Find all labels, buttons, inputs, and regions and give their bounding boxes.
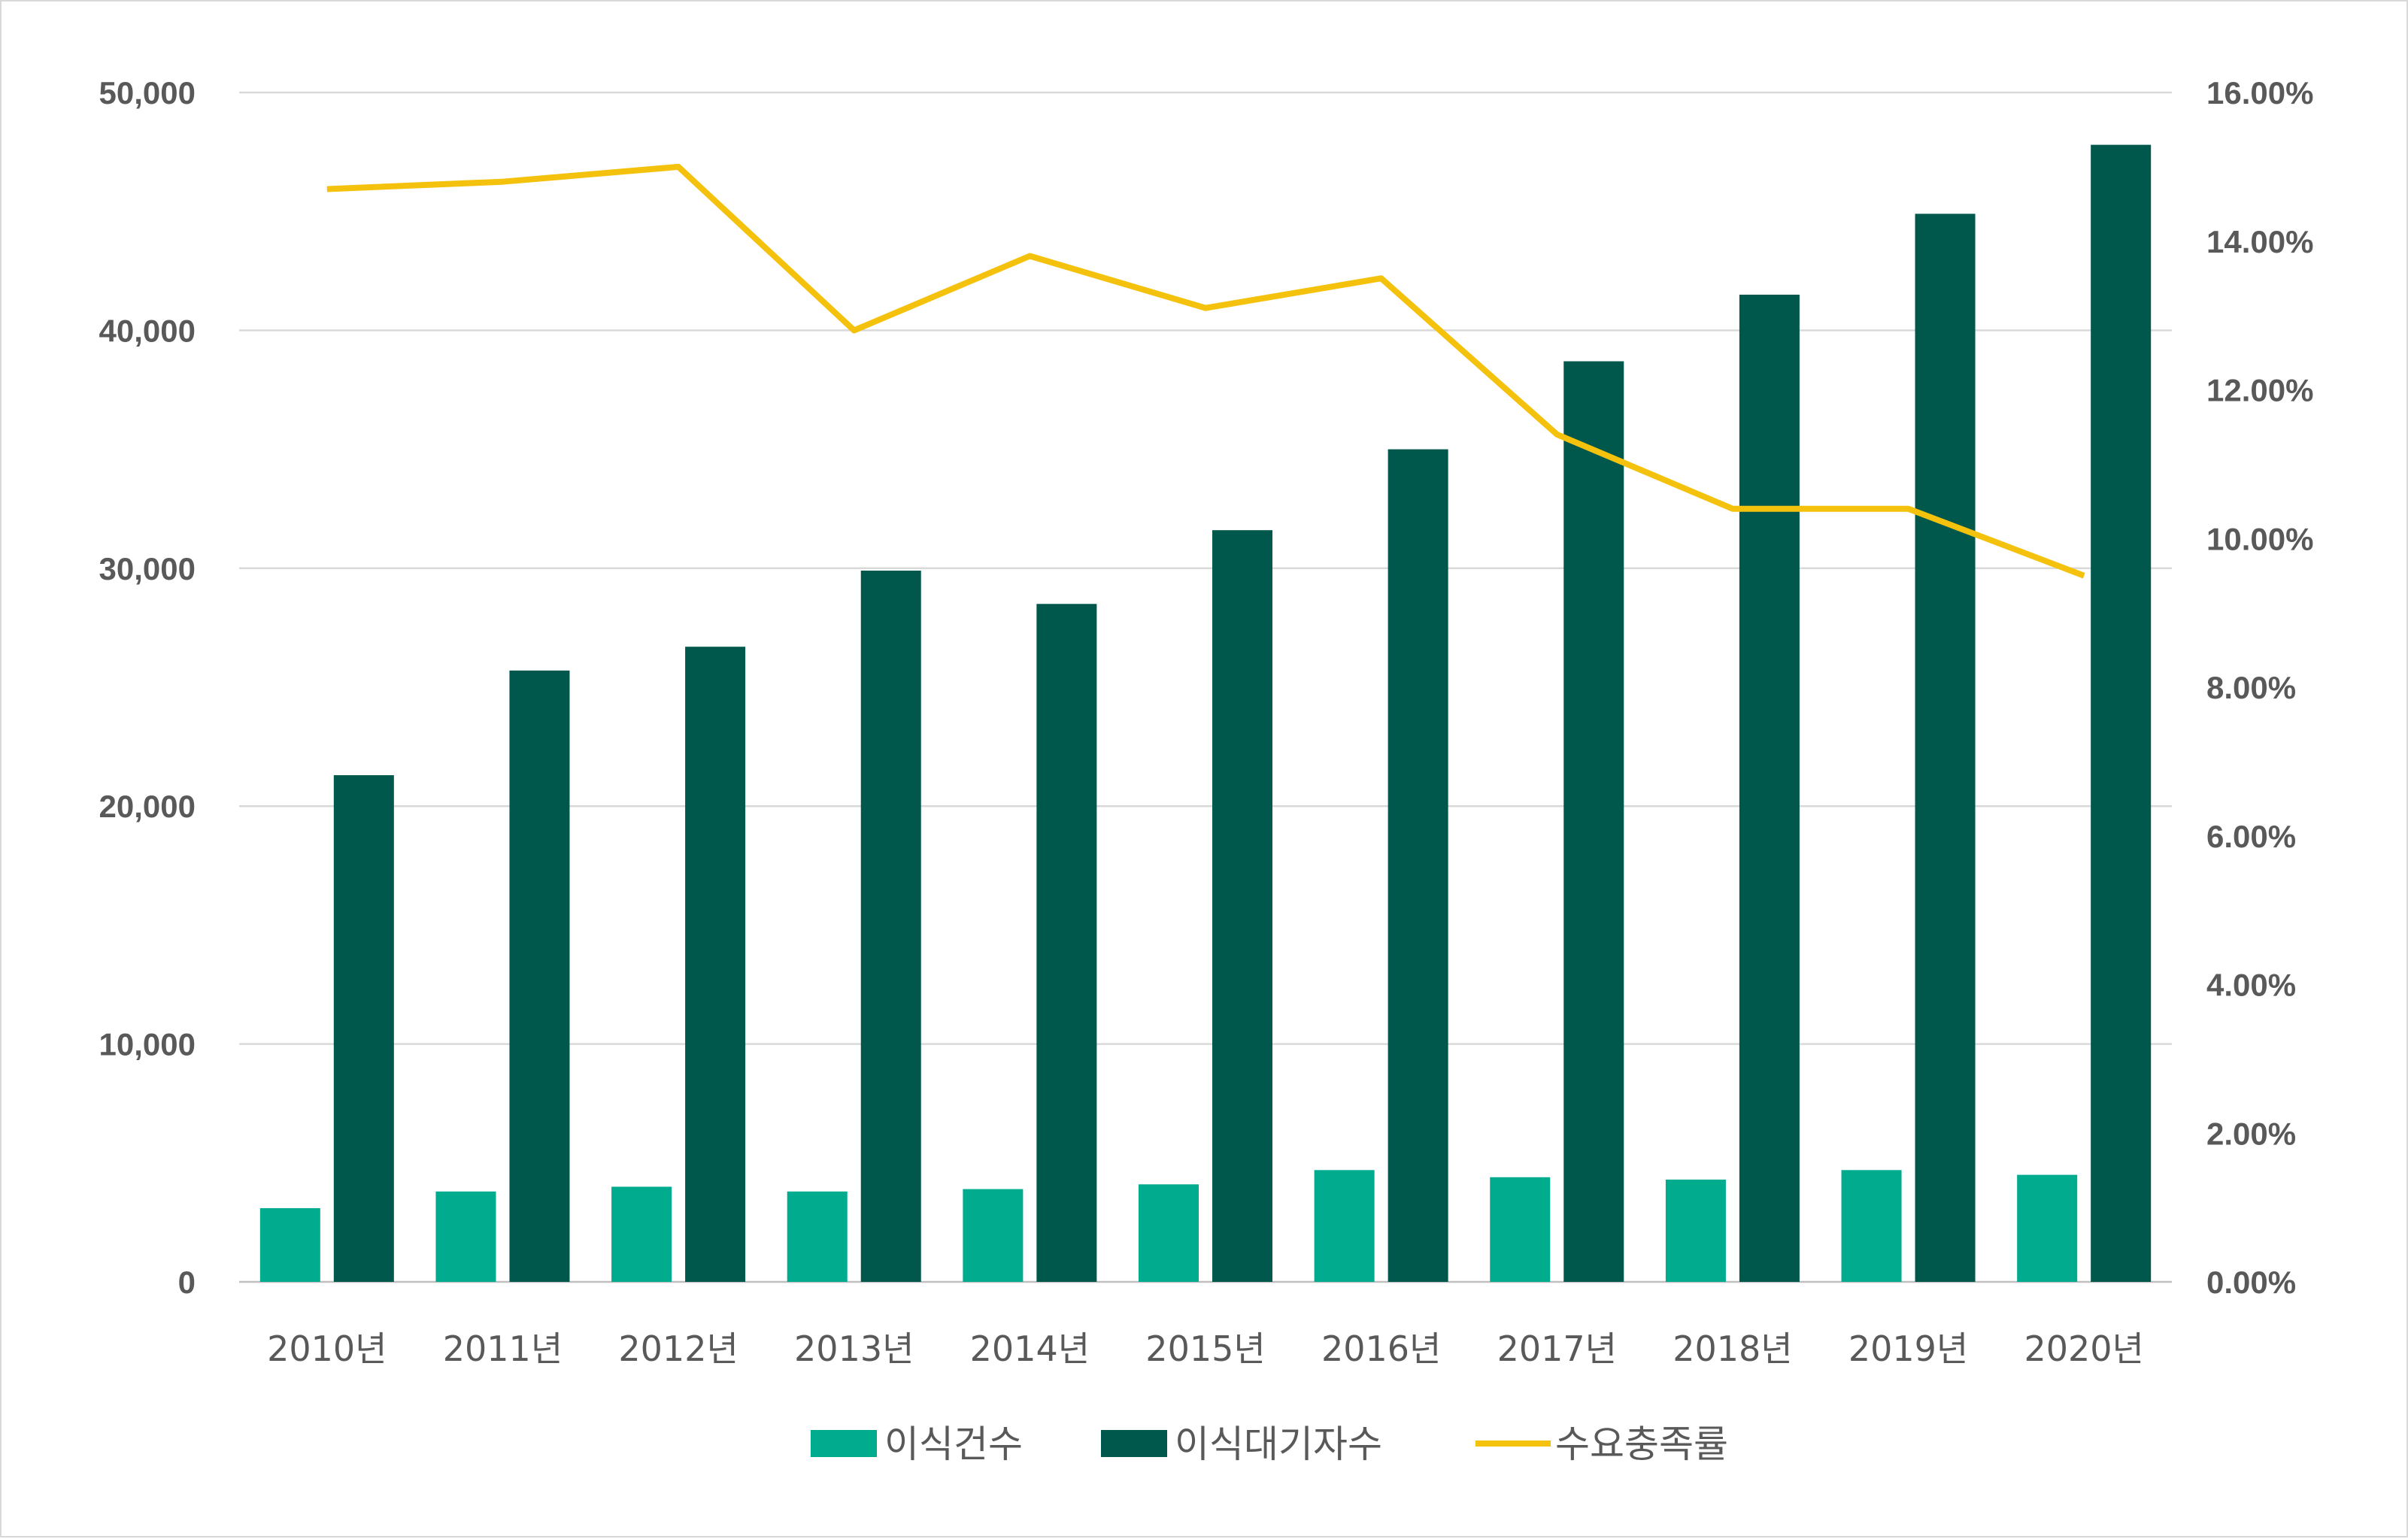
legend-label: 이식대기자수 — [1175, 1422, 1382, 1466]
bar-이식건수 — [1139, 1184, 1199, 1282]
left-tick-label: 0 — [178, 1265, 196, 1300]
bar-이식대기자수 — [1212, 530, 1272, 1282]
right-tick-label: 4.00% — [2206, 968, 2296, 1003]
bar-이식대기자수 — [860, 570, 921, 1282]
x-tick-label: 2012년 — [618, 1328, 738, 1369]
left-axis: 0 10,000 20,000 30,000 40,000 50,000 — [99, 75, 196, 1300]
x-tick-label: 2014년 — [970, 1328, 1090, 1369]
x-tick-label: 2013년 — [794, 1328, 914, 1369]
line-수요충족률 — [326, 163, 2085, 579]
left-tick-label: 30,000 — [99, 551, 196, 586]
left-tick-label: 40,000 — [99, 313, 196, 348]
bar-이식대기자수 — [509, 670, 570, 1282]
bar-이식건수 — [1665, 1179, 1726, 1282]
left-tick-label: 50,000 — [99, 75, 196, 111]
bar-이식대기자수 — [1739, 294, 1800, 1283]
x-tick-label: 2018년 — [1673, 1328, 1792, 1369]
right-tick-label: 14.00% — [2206, 224, 2313, 259]
bar-이식대기자수 — [333, 775, 394, 1282]
left-tick-label: 20,000 — [99, 789, 196, 824]
right-tick-label: 16.00% — [2206, 75, 2313, 111]
x-tick-label: 2011년 — [443, 1328, 563, 1369]
x-tick-label: 2015년 — [1145, 1328, 1265, 1369]
x-tick-label: 2016년 — [1321, 1328, 1441, 1369]
left-tick-label: 10,000 — [99, 1027, 196, 1062]
x-tick-label: 2017년 — [1497, 1328, 1617, 1369]
right-tick-label: 2.00% — [2206, 1116, 2296, 1151]
bar-이식건수 — [963, 1189, 1024, 1282]
bar-이식건수 — [1841, 1170, 1902, 1282]
bar-이식건수 — [2017, 1174, 2078, 1282]
bar-이식건수 — [259, 1207, 320, 1282]
bar-이식대기자수 — [1036, 604, 1097, 1282]
x-tick-label: 2010년 — [267, 1328, 387, 1369]
right-tick-label: 6.00% — [2206, 819, 2296, 854]
bar-이식대기자수 — [1563, 361, 1624, 1283]
bar-이식건수 — [787, 1191, 848, 1282]
x-tick-label: 2019년 — [1848, 1328, 1968, 1369]
legend-swatch — [811, 1430, 877, 1457]
right-axis: 0.00% 2.00% 4.00% 6.00% 8.00% 10.00% 12.00% 14.… — [2206, 75, 2313, 1300]
bar-이식건수 — [435, 1191, 496, 1282]
bar-이식대기자수 — [1387, 449, 1448, 1282]
right-tick-label: 10.00% — [2206, 521, 2313, 556]
bar-이식대기자수 — [2091, 144, 2152, 1282]
legend: 이식건수 이식대기자수 수요충족률 — [811, 1422, 1728, 1466]
x-tick-label: 2020년 — [2024, 1328, 2143, 1369]
legend-label: 이식건수 — [884, 1422, 1023, 1466]
right-tick-label: 12.00% — [2206, 373, 2313, 408]
right-tick-label: 8.00% — [2206, 670, 2296, 705]
bar-이식건수 — [1490, 1177, 1551, 1282]
line-series — [326, 163, 2085, 579]
bar-이식건수 — [611, 1186, 672, 1282]
bar-series — [259, 144, 2152, 1283]
x-axis: 2010년 2011년 2012년 2013년 2014년 2015년 2016년 2017년… — [267, 1328, 2144, 1369]
bar-이식대기자수 — [685, 647, 746, 1282]
legend-swatch — [1101, 1430, 1167, 1457]
legend-label: 수요충족률 — [1555, 1422, 1728, 1466]
bar-이식건수 — [1314, 1170, 1375, 1282]
right-tick-label: 0.00% — [2206, 1265, 2296, 1300]
bar-이식대기자수 — [1915, 214, 1976, 1282]
